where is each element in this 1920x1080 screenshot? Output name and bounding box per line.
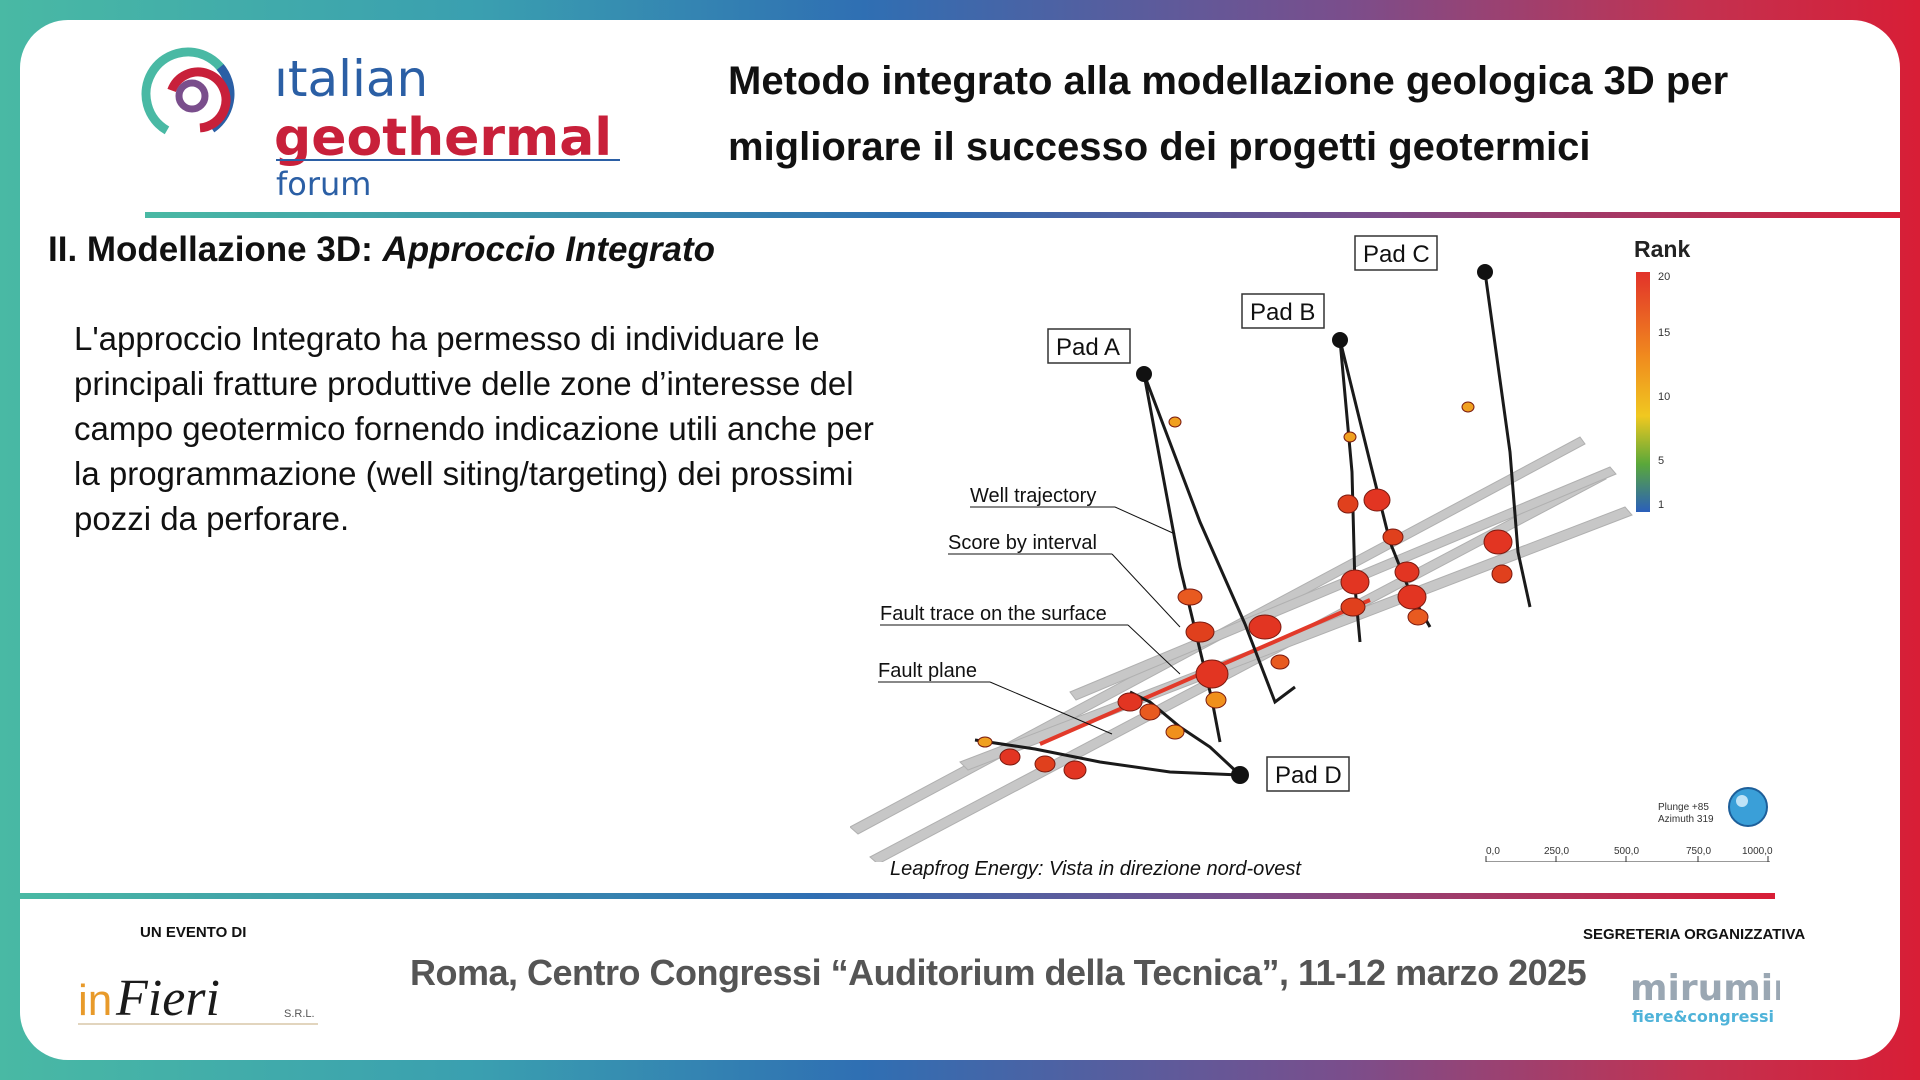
pad-labels: Pad A Pad B Pad C Pad D [1047, 235, 1438, 792]
italian-geothermal-forum-logo: ıtalian geothermal forum [141, 47, 620, 202]
scale-tick-250: 250,0 [1544, 846, 1569, 857]
figure-caption: Leapfrog Energy: Vista in direzione nord… [890, 858, 1301, 880]
header-divider [145, 212, 1900, 218]
scale-tick-0: 0,0 [1486, 846, 1500, 857]
compass-azimuth: Azimuth 319 [1658, 814, 1714, 825]
rank-tick-10: 10 [1658, 391, 1670, 403]
event-venue-date: Roma, Centro Congressi “Auditorium della… [410, 952, 1587, 993]
rank-tick-15: 15 [1658, 327, 1670, 339]
rank-tick-1: 1 [1658, 499, 1664, 511]
logo-word-forum: forum [276, 165, 371, 202]
pad-b-label: Pad B [1250, 299, 1315, 326]
scale-tick-500: 500,0 [1614, 846, 1639, 857]
section-heading: II. Modellazione 3D: Approccio Integrato [48, 230, 715, 270]
pad-d-label: Pad D [1275, 762, 1342, 789]
annotation-well-trajectory: Well trajectory [970, 485, 1096, 507]
pad-a-label: Pad A [1056, 334, 1120, 361]
well-fault-model-figure: Pad A Pad B Pad C Pad D Well trajectory … [850, 235, 1773, 862]
compass-widget: Plunge +85 Azimuth 319 [1658, 787, 1768, 827]
event-organizer-label: UN EVENTO DI [140, 924, 247, 941]
section-heading-italic: Approccio Integrato [382, 230, 716, 269]
annotation-fault-plane: Fault plane [878, 660, 977, 682]
rank-tick-20: 20 [1658, 271, 1670, 283]
slide-title: Metodo integrato alla modellazione geolo… [728, 48, 1878, 180]
infieri-logo-fieri: Fieri [115, 970, 220, 1027]
footer-divider [20, 893, 1775, 899]
infieri-logo-in: in [78, 976, 112, 1025]
annotation-score-by-interval: Score by interval [948, 532, 1097, 554]
compass-plunge: Plunge +85 [1658, 802, 1709, 813]
annotation-fault-trace: Fault trace on the surface [880, 603, 1107, 625]
rank-tick-5: 5 [1658, 455, 1664, 467]
secretariat-label: SEGRETERIA ORGANIZZATIVA [1583, 926, 1806, 943]
compass-globe-icon [1728, 787, 1768, 827]
logo-emblem-icon [141, 47, 235, 141]
mirumir-logo: mirumir fiere&congressi [1630, 968, 1780, 1026]
scale-tick-1000: 1000,0 [1742, 846, 1773, 857]
pad-heads [1136, 264, 1493, 784]
annotations: Well trajectory Score by interval Fault … [878, 485, 1181, 735]
slide-title-line-2: migliorare il successo dei progetti geot… [728, 125, 1591, 169]
rank-color-bar [1636, 272, 1650, 512]
rank-legend-title: Rank [1634, 236, 1690, 262]
scale-tick-750: 750,0 [1686, 846, 1711, 857]
logo-word-geothermal: geothermal [274, 108, 612, 168]
body-paragraph: L'approccio Integrato ha permesso di ind… [74, 320, 874, 537]
scale-bar: 0,0 250,0 500,0 750,0 1000,0 [1485, 846, 1773, 862]
mirumir-logo-word: mirumir [1630, 968, 1780, 1009]
slide-title-line-1: Metodo integrato alla modellazione geolo… [728, 59, 1729, 103]
infieri-logo-srl: S.R.L. [284, 1008, 315, 1020]
slide-card [20, 20, 1900, 1060]
rank-legend: Rank 20 15 10 5 1 [1634, 236, 1690, 512]
infieri-logo: in Fieri S.R.L. [78, 970, 318, 1027]
section-heading-plain: II. Modellazione 3D: [48, 230, 383, 269]
logo-word-italian: ıtalian [274, 50, 428, 108]
score-markers [977, 401, 1513, 780]
mirumir-logo-tagline: fiere&congressi [1632, 1007, 1774, 1026]
pad-c-label: Pad C [1363, 241, 1430, 268]
